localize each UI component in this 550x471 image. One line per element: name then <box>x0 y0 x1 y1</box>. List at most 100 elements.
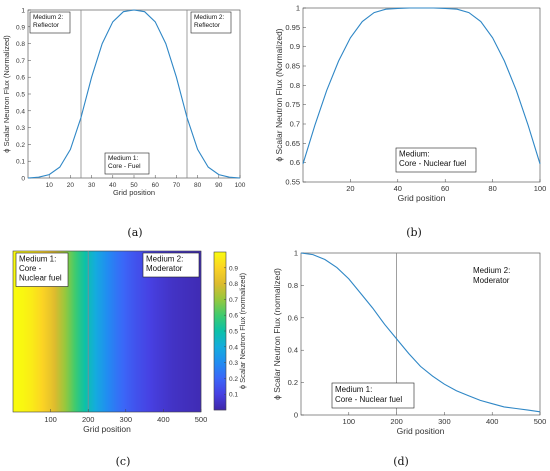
colorbar-band-c <box>214 254 226 256</box>
colorbar-band-c <box>214 386 226 388</box>
y-tick-label-a: 0.1 <box>16 159 25 166</box>
colorbar-band-c <box>214 349 226 351</box>
colorbar-band-c <box>214 304 226 306</box>
annotation-medium2-d-line: Medium 2: <box>473 266 510 275</box>
colorbar-tick-label-c: 0.7 <box>229 297 238 304</box>
heatmap-cell-c <box>131 251 133 412</box>
colorbar-band-c <box>214 374 226 376</box>
heatmap-cell-c <box>141 251 143 412</box>
colorbar-band-c <box>214 282 226 284</box>
colorbar-band-c <box>214 315 226 317</box>
colorbar-band-c <box>214 380 226 382</box>
colorbar-band-c <box>214 389 226 391</box>
heatmap-cell-c <box>39 251 41 412</box>
colorbar-band-c <box>214 329 226 331</box>
heatmap-cell-c <box>163 251 165 412</box>
colorbar-band-c <box>214 270 226 272</box>
heatmap-cell-c <box>57 251 59 412</box>
heatmap-cell-c <box>64 251 66 412</box>
x-tick-label-b: 60 <box>441 184 449 193</box>
y-tick-label-a: 0 <box>21 176 25 183</box>
y-tick-label-a: 0.8 <box>16 41 25 48</box>
x-tick-label-a: 60 <box>152 182 160 189</box>
colorbar-band-c <box>214 302 226 304</box>
heatmap-cell-c <box>128 251 130 412</box>
colorbar-band-c <box>214 309 226 311</box>
heatmap-cell-c <box>102 251 104 412</box>
colorbar-band-c <box>214 285 226 287</box>
y-tick-label-b: 0.75 <box>285 100 300 109</box>
heatmap-cell-c <box>103 251 105 412</box>
colorbar-band-c <box>214 284 226 286</box>
heatmap-cell-c <box>129 251 131 412</box>
colorbar-band-c <box>214 275 226 277</box>
colorbar-band-c <box>214 298 226 300</box>
heatmap-cell-c <box>96 251 98 412</box>
heatmap-cell-c <box>65 251 67 412</box>
heatmap-cell-c <box>145 251 147 412</box>
colorbar-band-c <box>214 320 226 322</box>
colorbar-tick-label-c: 0.4 <box>229 344 238 351</box>
heatmap-cell-c <box>63 251 65 412</box>
annotation-medium1-c-line: Nuclear fuel <box>19 274 62 283</box>
heatmap-cell-c <box>54 251 56 412</box>
heatmap-cell-c <box>70 251 72 412</box>
heatmap-cell-c <box>27 251 29 412</box>
x-tick-label-b: 80 <box>488 184 496 193</box>
heatmap-cell-c <box>29 251 31 412</box>
colorbar-band-c <box>214 338 226 340</box>
colorbar-band-c <box>214 316 226 318</box>
heatmap-cell-c <box>35 251 37 412</box>
heatmap-cell-c <box>77 251 79 412</box>
colorbar-band-c <box>214 387 226 389</box>
heatmap-cell-c <box>132 251 134 412</box>
colorbar-band-c <box>214 262 226 264</box>
x-tick-label-c: 200 <box>82 415 95 424</box>
heatmap-cell-c <box>117 251 119 412</box>
heatmap-cell-c <box>22 251 24 412</box>
annotation-medium1-d-box <box>331 382 415 409</box>
colorbar-band-c <box>214 384 226 386</box>
heatmap-cell-c <box>100 251 102 412</box>
colorbar-band-c <box>214 363 226 365</box>
heatmap-cell-c <box>112 251 114 412</box>
heatmap-cell-c <box>52 251 54 412</box>
colorbar-tick-label-c: 0.9 <box>229 265 238 272</box>
colorbar-band-c <box>214 376 226 378</box>
y-tick-label-b: 0.6 <box>290 158 300 167</box>
colorbar-band-c <box>214 324 226 326</box>
heatmap-cell-c <box>53 251 55 412</box>
x-tick-label-a: 90 <box>215 182 223 189</box>
heatmap-cell-c <box>36 251 38 412</box>
colorbar-band-c <box>214 291 226 293</box>
colorbar-band-c <box>214 307 226 309</box>
y-tick-label-b: 0.7 <box>290 120 300 129</box>
x-tick-label-b: 40 <box>394 184 402 193</box>
heatmap-cell-c <box>167 251 169 412</box>
colorbar-band-c <box>214 331 226 333</box>
annotation-medium1-a-box <box>104 152 150 175</box>
colorbar-band-c <box>214 375 226 377</box>
y-tick-label-a: 0.7 <box>16 58 25 65</box>
colorbar-band-c <box>214 306 226 308</box>
colorbar-band-c <box>214 372 226 374</box>
heatmap-cell-c <box>113 251 115 412</box>
heatmap-cell-c <box>187 251 189 412</box>
x-tick-label-a: 100 <box>235 182 246 189</box>
heatmap-cell-c <box>193 251 195 412</box>
heatmap-cell-c <box>143 251 145 412</box>
heatmap-cell-c <box>169 251 171 412</box>
heatmap-cell-c <box>171 251 173 412</box>
colorbar-band-c <box>214 377 226 379</box>
heatmap-cell-c <box>140 251 142 412</box>
heatmap-cell-c <box>118 251 120 412</box>
colorbar-band-c <box>214 333 226 335</box>
x-tick-label-c: 100 <box>44 415 57 424</box>
y-tick-label-d: 1 <box>294 249 298 258</box>
annotation-medium-b-line: Medium: <box>399 150 430 159</box>
colorbar-band-c <box>214 340 226 342</box>
annotation-medium2-c-line: Medium 2: <box>146 255 183 264</box>
colorbar-band-c <box>214 382 226 384</box>
colorbar-band-c <box>214 280 226 282</box>
